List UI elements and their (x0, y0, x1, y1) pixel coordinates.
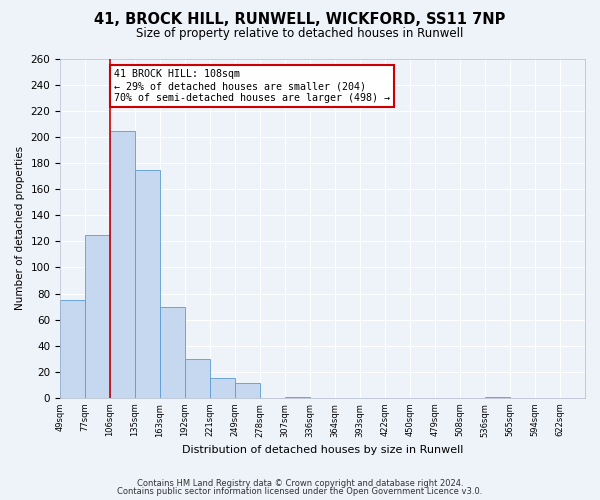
Bar (135, 170, 160, 398)
Bar (110, 130, 135, 398)
Text: Size of property relative to detached houses in Runwell: Size of property relative to detached ho… (136, 28, 464, 40)
Text: Contains HM Land Registry data © Crown copyright and database right 2024.: Contains HM Land Registry data © Crown c… (137, 478, 463, 488)
Bar (235, 384, 260, 398)
Text: 41 BROCK HILL: 108sqm
← 29% of detached houses are smaller (204)
70% of semi-det: 41 BROCK HILL: 108sqm ← 29% of detached … (114, 70, 390, 102)
Bar (160, 306, 185, 398)
Bar (485, 396, 510, 398)
Text: 41, BROCK HILL, RUNWELL, WICKFORD, SS11 7NP: 41, BROCK HILL, RUNWELL, WICKFORD, SS11 … (94, 12, 506, 28)
Bar (185, 358, 210, 398)
Bar (285, 396, 310, 398)
Bar (60, 300, 85, 398)
X-axis label: Distribution of detached houses by size in Runwell: Distribution of detached houses by size … (182, 445, 463, 455)
Bar (85, 235, 110, 398)
Y-axis label: Number of detached properties: Number of detached properties (15, 146, 25, 310)
Bar (210, 378, 235, 398)
Text: Contains public sector information licensed under the Open Government Licence v3: Contains public sector information licen… (118, 487, 482, 496)
